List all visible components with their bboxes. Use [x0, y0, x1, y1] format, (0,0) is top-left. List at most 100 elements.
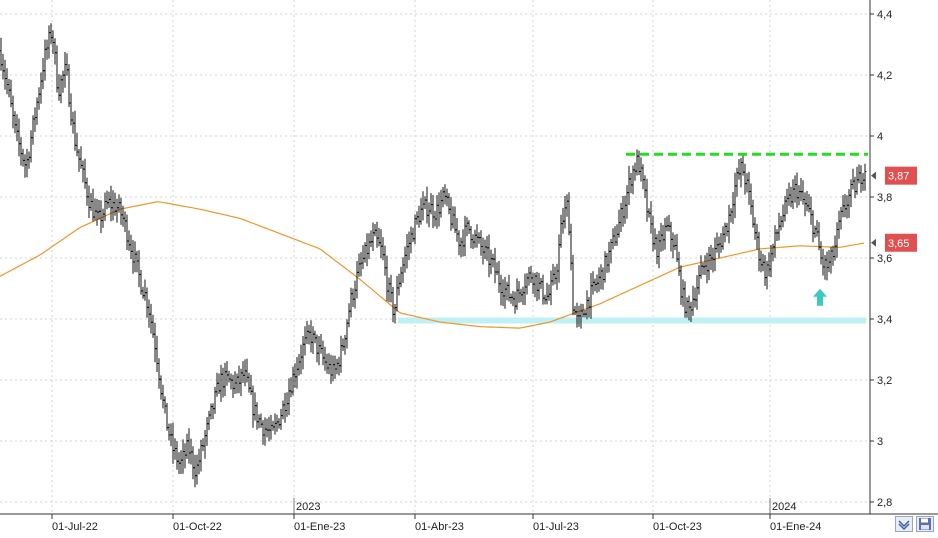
price-bar	[467, 220, 471, 234]
price-bar	[39, 72, 43, 104]
price-bar	[479, 230, 483, 256]
price-bar	[651, 215, 655, 252]
zoom-button[interactable]	[895, 516, 913, 532]
price-bar	[309, 320, 313, 353]
price-bar	[415, 211, 419, 225]
price-bar	[385, 255, 389, 302]
price-bar	[855, 166, 859, 195]
price-bar	[57, 74, 61, 101]
price-bar	[555, 263, 559, 290]
price-bar	[589, 273, 593, 319]
price-bar	[453, 206, 457, 233]
price-bar	[237, 365, 241, 394]
price-bar	[279, 408, 283, 430]
price-bar	[289, 377, 293, 398]
price-bar	[377, 227, 381, 247]
price-bar	[559, 214, 563, 248]
price-bar	[571, 254, 575, 316]
price-bar	[119, 197, 123, 225]
price-bar	[405, 234, 409, 269]
price-bar	[787, 182, 791, 206]
sma-price-tag-pointer	[871, 238, 876, 247]
price-bar	[401, 257, 405, 283]
price-bar	[221, 367, 225, 398]
price-bar	[29, 130, 33, 163]
price-bar	[813, 225, 817, 238]
price-bar	[483, 239, 487, 259]
price-bar	[41, 58, 45, 90]
double-chevron-icon	[898, 520, 910, 531]
price-bar	[663, 217, 667, 250]
price-bar	[231, 374, 235, 398]
price-bar	[179, 450, 183, 474]
price-bar	[655, 234, 659, 265]
price-bar	[229, 373, 233, 390]
price-bar	[265, 418, 269, 438]
x-tick-label: 01-Jul-22	[52, 521, 98, 533]
price-bar	[105, 190, 109, 210]
price-bar	[281, 400, 285, 420]
price-bar	[849, 179, 853, 208]
price-bar	[273, 413, 277, 435]
price-bar	[323, 346, 327, 371]
price-bar	[525, 273, 529, 295]
price-bar	[99, 200, 103, 233]
price-bar	[535, 271, 539, 302]
price-bar	[677, 251, 681, 276]
price-bar	[725, 222, 729, 237]
price-bar	[81, 160, 85, 183]
price-bar	[45, 39, 49, 60]
price-bar	[11, 95, 15, 129]
price-bar	[521, 286, 525, 305]
price-bar	[693, 287, 697, 308]
price-bar	[137, 250, 141, 288]
price-bar	[709, 244, 713, 270]
save-button[interactable]	[916, 516, 934, 532]
price-bar	[299, 344, 303, 375]
price-bar	[183, 443, 187, 469]
price-bar	[863, 163, 867, 191]
price-bar	[451, 206, 455, 229]
price-bar	[165, 402, 169, 431]
price-bar	[641, 164, 645, 190]
price-bar	[339, 335, 343, 373]
price-bar	[63, 52, 67, 88]
price-bar	[149, 303, 153, 334]
price-bar	[729, 208, 733, 223]
price-bar	[597, 267, 601, 292]
price-bar	[719, 233, 723, 253]
price-bar	[661, 224, 665, 251]
price-bar	[35, 97, 39, 125]
price-bar	[819, 241, 823, 265]
price-bar	[247, 372, 251, 393]
price-bar	[369, 230, 373, 248]
price-bar	[417, 205, 421, 228]
price-bar	[65, 53, 69, 76]
price-bar	[541, 274, 545, 305]
price-bar	[853, 176, 857, 199]
price-bar	[735, 167, 739, 197]
price-bar	[143, 279, 147, 301]
price-bar	[17, 118, 21, 157]
price-bar	[21, 148, 25, 167]
price-bar	[497, 260, 501, 293]
price-bar	[317, 336, 321, 366]
year-label: 2023	[296, 501, 320, 513]
price-bar	[313, 330, 317, 344]
price-bar	[33, 107, 37, 132]
price-bar	[449, 197, 453, 231]
price-bar	[61, 70, 65, 93]
price-bar	[425, 186, 429, 224]
price-bar	[743, 163, 747, 195]
price-bar	[295, 357, 299, 389]
price-bar	[795, 172, 799, 208]
price-bar	[393, 304, 397, 324]
price-bar	[621, 196, 625, 227]
price-bar	[341, 338, 345, 351]
price-bar	[463, 215, 467, 257]
y-tick-label: 4	[877, 131, 883, 143]
price-bar	[537, 272, 541, 300]
